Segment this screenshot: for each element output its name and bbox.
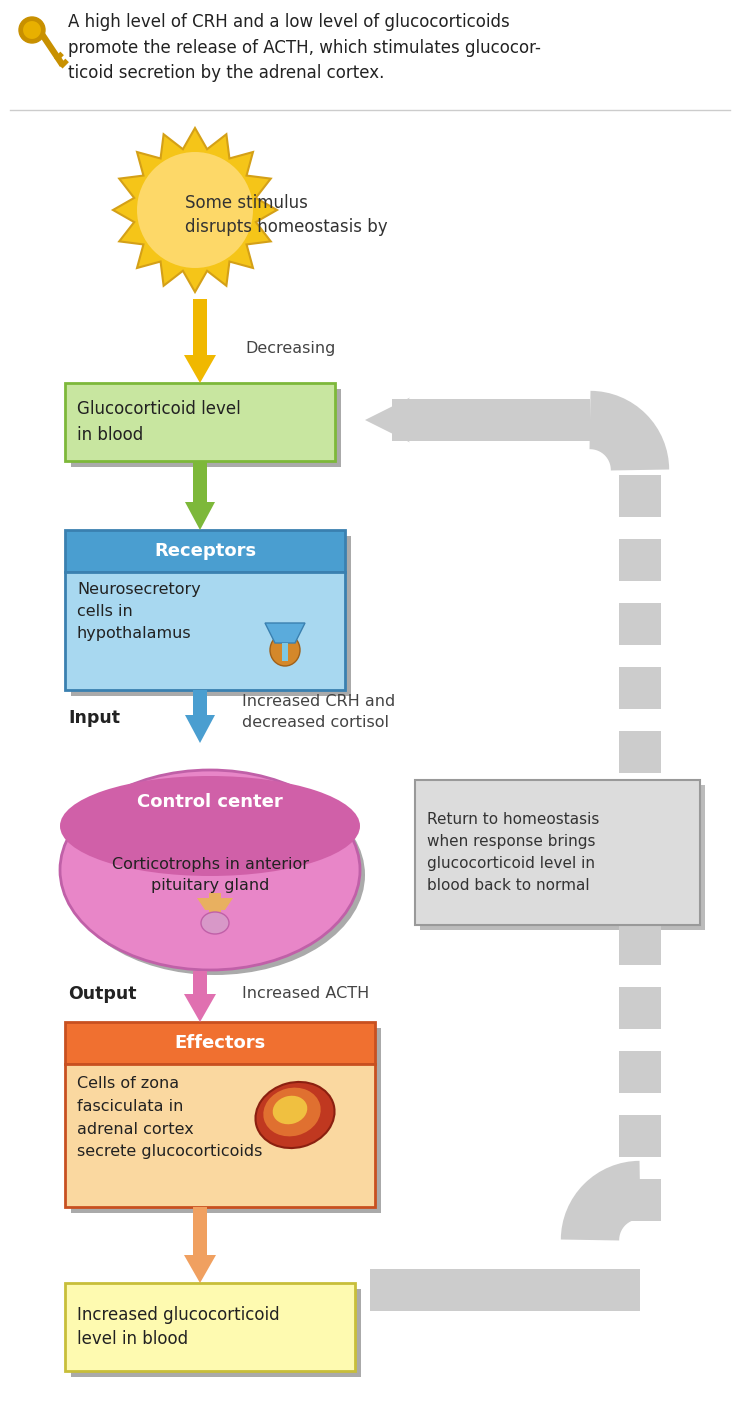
Bar xyxy=(370,1268,640,1311)
Text: A high level of CRH and a low level of glucocorticoids
promote the release of AC: A high level of CRH and a low level of g… xyxy=(68,13,541,82)
Bar xyxy=(392,399,590,441)
Polygon shape xyxy=(185,715,215,742)
Text: Increased ACTH: Increased ACTH xyxy=(242,987,369,1001)
Polygon shape xyxy=(113,129,277,293)
Bar xyxy=(415,781,700,925)
Polygon shape xyxy=(184,994,216,1022)
Bar xyxy=(59,58,69,68)
Bar xyxy=(65,1282,355,1372)
Text: Control center: Control center xyxy=(137,793,283,812)
Text: Increased CRH and
decreased cortisol: Increased CRH and decreased cortisol xyxy=(242,694,395,730)
Bar xyxy=(71,1290,361,1377)
Text: Receptors: Receptors xyxy=(154,542,256,560)
Bar xyxy=(619,602,661,645)
Bar xyxy=(619,539,661,581)
Bar xyxy=(71,1028,381,1213)
Bar xyxy=(619,1179,661,1222)
Bar xyxy=(193,971,207,994)
Text: Output: Output xyxy=(68,986,136,1003)
Bar xyxy=(619,923,661,964)
Ellipse shape xyxy=(273,1096,307,1124)
Bar xyxy=(65,573,345,690)
Bar xyxy=(619,667,661,708)
Text: Glucocorticoid level
in blood: Glucocorticoid level in blood xyxy=(77,400,240,444)
Text: Return to homeostasis
when response brings
glucocorticoid level in
blood back to: Return to homeostasis when response brin… xyxy=(427,812,599,894)
Bar xyxy=(420,785,705,930)
Bar xyxy=(65,1063,375,1208)
Bar xyxy=(619,731,661,773)
Polygon shape xyxy=(40,33,65,66)
Ellipse shape xyxy=(65,775,365,976)
Circle shape xyxy=(22,20,42,40)
Bar xyxy=(71,536,351,696)
Bar xyxy=(619,987,661,1029)
Polygon shape xyxy=(185,502,215,530)
Bar xyxy=(619,1116,661,1157)
Bar xyxy=(193,1208,207,1256)
Bar xyxy=(619,1051,661,1093)
Bar xyxy=(619,795,661,837)
Polygon shape xyxy=(184,355,216,383)
Text: Effectors: Effectors xyxy=(175,1034,266,1052)
Bar xyxy=(65,530,345,573)
Bar xyxy=(65,383,335,461)
Text: Input: Input xyxy=(68,708,120,727)
Text: Some stimulus
disrupts homeostasis by: Some stimulus disrupts homeostasis by xyxy=(185,194,388,236)
Text: Corticotrophs in anterior
pituitary gland: Corticotrophs in anterior pituitary glan… xyxy=(112,857,309,894)
Circle shape xyxy=(137,151,253,269)
Ellipse shape xyxy=(201,912,229,935)
Text: Neurosecretory
cells in
hypothalamus: Neurosecretory cells in hypothalamus xyxy=(77,583,201,642)
Ellipse shape xyxy=(263,1087,320,1137)
Bar xyxy=(619,475,661,518)
Bar xyxy=(65,1022,375,1063)
Bar xyxy=(282,643,288,660)
Bar xyxy=(193,298,207,355)
Text: Decreasing: Decreasing xyxy=(245,341,335,355)
Bar xyxy=(619,858,661,901)
Polygon shape xyxy=(265,624,305,643)
Text: Cells of zona
fasciculata in
adrenal cortex
secrete glucocorticoids: Cells of zona fasciculata in adrenal cor… xyxy=(77,1076,263,1159)
Bar xyxy=(193,461,206,502)
Polygon shape xyxy=(365,397,410,443)
Polygon shape xyxy=(184,1256,216,1282)
Ellipse shape xyxy=(60,776,360,877)
Text: Increased glucocorticoid
level in blood: Increased glucocorticoid level in blood xyxy=(77,1305,280,1349)
Bar xyxy=(71,389,341,467)
Ellipse shape xyxy=(60,771,360,970)
Ellipse shape xyxy=(255,1082,334,1148)
Polygon shape xyxy=(197,898,233,911)
Bar xyxy=(193,690,206,715)
Ellipse shape xyxy=(270,633,300,666)
Bar xyxy=(209,894,221,915)
Bar xyxy=(54,52,64,62)
